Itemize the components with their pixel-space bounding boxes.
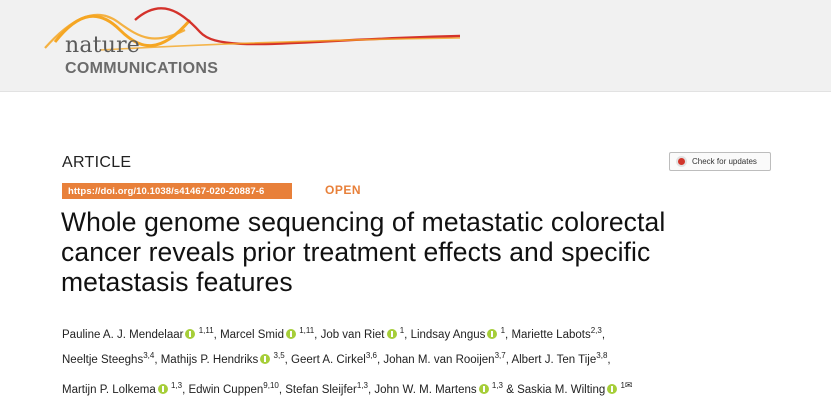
author-name[interactable]: Pauline A. J. Mendelaar xyxy=(62,329,184,341)
author-line: Neeltje Steeghs3,4, Mathijs P. Hendriks … xyxy=(62,348,792,373)
author-separator: , xyxy=(505,329,512,341)
article-title: Whole genome sequencing of metastatic co… xyxy=(61,207,781,297)
doi-link[interactable]: https://doi.org/10.1038/s41467-020-20887… xyxy=(62,183,292,199)
author-name[interactable]: Martijn P. Lolkema xyxy=(62,384,156,396)
affiliation-marker: 1 xyxy=(618,381,625,390)
orcid-icon[interactable] xyxy=(487,329,498,339)
author-separator: & xyxy=(503,384,518,396)
author-line: Martijn P. Lolkema 1,3, Edwin Cuppen9,10… xyxy=(62,373,792,401)
author-separator: , xyxy=(278,384,286,396)
title-line: Whole genome sequencing of metastatic co… xyxy=(61,207,666,237)
author-line: Pauline A. J. Mendelaar 1,11, Marcel Smi… xyxy=(62,323,792,348)
author-separator: , xyxy=(284,354,292,366)
author-separator: , xyxy=(368,384,375,396)
author-separator: , xyxy=(404,329,411,341)
orcid-icon[interactable] xyxy=(157,384,168,394)
author-list: Pauline A. J. Mendelaar 1,11, Marcel Smi… xyxy=(62,323,792,401)
author-separator: , xyxy=(601,329,606,341)
orcid-icon[interactable] xyxy=(185,329,196,339)
article-type-label: ARTICLE xyxy=(62,154,132,171)
journal-name-communications: COMMUNICATIONS xyxy=(65,60,219,77)
affiliation-marker: 1,3 xyxy=(356,381,368,390)
author-name[interactable]: Edwin Cuppen xyxy=(188,384,264,396)
nature-wave-logo-icon xyxy=(44,7,460,51)
author-name[interactable]: Saskia M. Wilting xyxy=(517,384,606,396)
orcid-icon[interactable] xyxy=(386,329,397,339)
affiliation-marker: 2,3 xyxy=(590,326,602,335)
author-name[interactable]: Job van Riet xyxy=(320,329,385,341)
author-separator: , xyxy=(154,354,161,366)
affiliation-marker: 1,11 xyxy=(196,326,214,335)
open-access-label: OPEN xyxy=(325,183,362,197)
affiliation-marker: 9,10 xyxy=(263,381,279,390)
author-separator: , xyxy=(376,354,384,366)
journal-name-nature: nature xyxy=(65,33,141,58)
affiliation-marker: 1 xyxy=(397,326,405,335)
author-separator: , xyxy=(505,354,512,366)
affiliation-marker: 1,3 xyxy=(489,381,503,390)
author-separator: , xyxy=(213,329,221,341)
affiliation-marker: 3,7 xyxy=(494,351,506,360)
check-updates-label: Check for updates xyxy=(692,157,757,166)
author-name[interactable]: Stefan Sleijfer xyxy=(285,384,357,396)
affiliation-marker: 1,11 xyxy=(296,326,315,335)
author-name[interactable]: Albert J. Ten Tije xyxy=(511,354,597,366)
author-name[interactable]: Mariette Labots xyxy=(511,329,591,341)
author-name[interactable]: Mathijs P. Hendriks xyxy=(160,354,259,366)
author-name[interactable]: Lindsay Angus xyxy=(410,329,486,341)
orcid-icon[interactable] xyxy=(478,384,489,394)
corresponding-author-mail-icon[interactable]: ✉ xyxy=(624,380,633,390)
author-separator: , xyxy=(182,384,189,396)
orcid-icon[interactable] xyxy=(285,329,296,339)
affiliation-marker: 3,5 xyxy=(271,351,285,360)
author-name[interactable]: Marcel Smid xyxy=(220,329,284,341)
crossmark-icon xyxy=(676,156,687,167)
journal-masthead: nature COMMUNICATIONS xyxy=(0,0,831,92)
author-separator: , xyxy=(314,329,321,341)
affiliation-marker: 1 xyxy=(498,326,506,335)
author-name[interactable]: Neeltje Steeghs xyxy=(62,354,144,366)
check-for-updates-button[interactable]: Check for updates xyxy=(669,152,771,171)
affiliation-marker: 3,4 xyxy=(143,351,155,360)
affiliation-marker: 3,8 xyxy=(596,351,608,360)
author-name[interactable]: Johan M. van Rooijen xyxy=(383,354,495,366)
affiliation-marker: 3,6 xyxy=(365,351,377,360)
affiliation-marker: 1,3 xyxy=(168,381,183,390)
author-separator: , xyxy=(607,354,611,366)
orcid-icon[interactable] xyxy=(260,354,271,364)
author-name[interactable]: Geert A. Cirkel xyxy=(291,354,366,366)
title-line: metastasis features xyxy=(61,267,293,297)
author-name[interactable]: John W. M. Martens xyxy=(374,384,477,396)
orcid-icon[interactable] xyxy=(607,384,618,394)
title-line: cancer reveals prior treatment effects a… xyxy=(61,237,651,267)
